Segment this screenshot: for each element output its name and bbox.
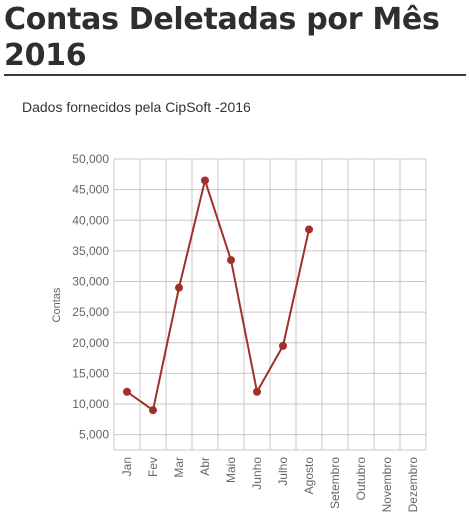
- x-tick-label: Dezembro: [406, 457, 420, 513]
- data-point: [227, 256, 235, 265]
- series-line: [126, 176, 310, 412]
- y-tick-label: 30,000: [72, 275, 109, 289]
- x-tick-label: Novembro: [380, 457, 394, 513]
- x-tick-label: Mar: [172, 457, 186, 478]
- data-point: [305, 225, 313, 234]
- data-point: [175, 283, 183, 292]
- x-tick-label: Outubro: [354, 457, 368, 501]
- y-tick-label: 5,000: [79, 428, 109, 442]
- y-axis-title: Contas: [51, 287, 63, 322]
- data-point: [279, 341, 287, 350]
- y-tick-label: 50,000: [72, 152, 109, 166]
- x-tick-label: Setembro: [328, 457, 342, 509]
- x-tick-label: Fev: [146, 457, 160, 477]
- chart-grid: [113, 158, 427, 451]
- x-tick-label: Junho: [250, 457, 264, 490]
- y-tick-label: 20,000: [72, 336, 109, 350]
- x-axis: Jan Fev Mar Abr Maio Junho Julho Agosto Setembro…: [120, 457, 420, 513]
- x-tick-label: Julho: [276, 457, 290, 486]
- x-tick-label: Maio: [224, 457, 238, 483]
- y-tick-label: 10,000: [72, 397, 109, 411]
- y-axis: 5,000 10,000 15,000 20,000 25,000 30,000 35,00…: [72, 152, 109, 442]
- y-tick-label: 25,000: [72, 305, 109, 319]
- chart-subtitle: Dados fornecidos pela CipSoft -2016: [22, 99, 251, 115]
- y-tick-label: 15,000: [72, 366, 109, 380]
- y-tick-label: 45,000: [72, 183, 109, 197]
- y-tick-label: 40,000: [72, 213, 109, 227]
- series: [123, 176, 313, 415]
- x-tick-label: Abr: [198, 457, 212, 476]
- data-point: [123, 387, 131, 396]
- y-tick-label: 35,000: [72, 244, 109, 258]
- data-point: [253, 387, 261, 396]
- page-title: Contas Deletadas por Mês 2016: [4, 2, 440, 73]
- data-point: [201, 176, 209, 185]
- data-point: [149, 406, 157, 415]
- x-tick-label: Jan: [120, 457, 134, 476]
- x-tick-label: Agosto: [302, 457, 316, 495]
- title-divider: [4, 74, 466, 76]
